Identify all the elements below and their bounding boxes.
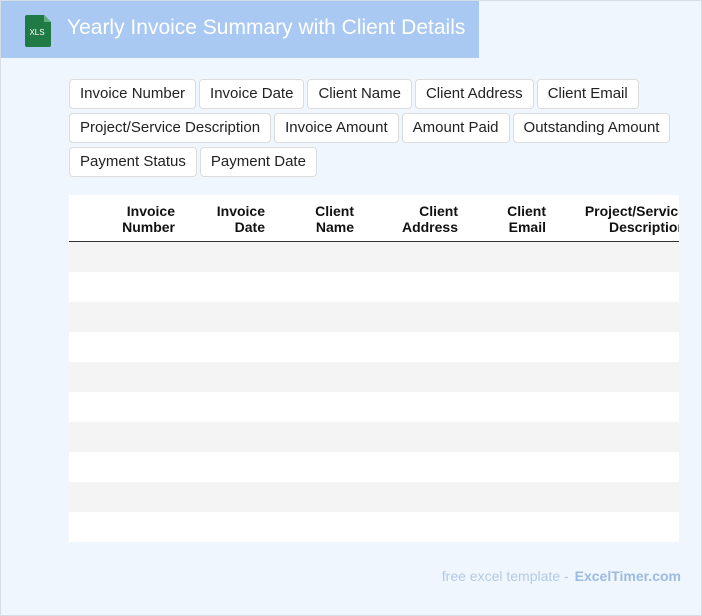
row xyxy=(69,272,679,302)
row xyxy=(69,482,679,512)
column-header: Project/Service Description xyxy=(584,203,679,235)
footer-text: free excel template - xyxy=(441,568,569,584)
row xyxy=(69,302,679,332)
table-body xyxy=(69,242,679,542)
xls-icon: XLS xyxy=(25,15,51,47)
column-header: Invoice Number xyxy=(122,203,175,235)
column-header: Client Address xyxy=(401,203,458,235)
footer-brand[interactable]: ExcelTimer.com xyxy=(574,568,681,584)
tag-list: Invoice Number Invoice Date Client Name Cli… xyxy=(69,79,689,177)
column-header: Client Name xyxy=(315,203,354,235)
tag[interactable]: Client Email xyxy=(536,79,639,109)
tag[interactable]: Client Name xyxy=(307,79,412,109)
footer: free excel template - ExcelTimer.com xyxy=(442,568,681,584)
row xyxy=(69,392,679,422)
table: Invoice Number Invoice Date Client Name Cli… xyxy=(69,195,679,542)
tag[interactable]: Payment Date xyxy=(199,147,317,177)
row xyxy=(69,332,679,362)
header: XLS Yearly Invoice Summary with Client D… xyxy=(1,1,479,58)
title: Yearly Invoice Summary with Client Detai… xyxy=(67,16,466,39)
column-header: Invoice Date xyxy=(216,203,265,235)
table-header: Invoice Number Invoice Date Client Name Cli… xyxy=(69,195,679,242)
tag[interactable]: Client Address xyxy=(414,79,534,109)
column-header: Client Email xyxy=(507,203,546,235)
tag[interactable]: Amount Paid xyxy=(401,113,510,143)
tag[interactable]: Outstanding Amount xyxy=(512,113,671,143)
tag[interactable]: Payment Status xyxy=(69,147,197,177)
tag[interactable]: Invoice Date xyxy=(199,79,305,109)
row xyxy=(69,362,679,392)
tag[interactable]: Invoice Amount xyxy=(274,113,399,143)
tag[interactable]: Project/Service Description xyxy=(69,113,272,143)
tag[interactable]: Invoice Number xyxy=(69,79,197,109)
icon-label: XLS xyxy=(29,28,44,37)
row xyxy=(69,422,679,452)
row xyxy=(69,512,679,542)
row xyxy=(69,242,679,272)
row xyxy=(69,452,679,482)
